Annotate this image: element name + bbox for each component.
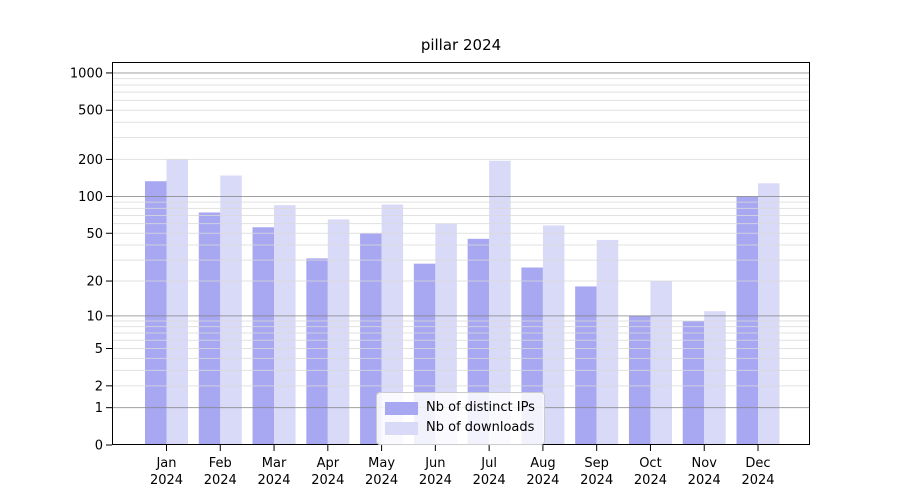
bar-dl-Dec (758, 183, 780, 446)
bar-dl-Apr (327, 219, 350, 445)
svg-text:2024: 2024 (150, 473, 183, 488)
svg-text:2024: 2024 (526, 473, 559, 488)
svg-text:2024: 2024 (365, 473, 398, 488)
chart-title: pillar 2024 (420, 36, 502, 54)
legend-swatch-distinct-ips-icon (385, 401, 418, 415)
svg-text:2024: 2024 (634, 473, 667, 488)
svg-text:2024: 2024 (311, 473, 344, 488)
svg-text:100: 100 (78, 190, 103, 205)
svg-text:Aug: Aug (530, 456, 555, 471)
legend-label-distinct-ips: Nb of distinct IPs (426, 400, 535, 415)
svg-text:1: 1 (95, 401, 103, 416)
bar-dl-Nov (704, 311, 726, 445)
bar-dl-May (381, 204, 404, 445)
bar-ips-May (360, 233, 382, 445)
bar-ips-Feb (198, 212, 221, 445)
bar-ips-Jan (145, 181, 167, 445)
bar-ips-Apr (306, 258, 328, 445)
legend-item-downloads: Nb of downloads (385, 418, 535, 438)
bar-dl-Jun (435, 223, 457, 445)
svg-text:2024: 2024 (688, 473, 721, 488)
legend-swatch-downloads-icon (385, 421, 418, 435)
bar-dl-Sep (596, 240, 619, 445)
svg-text:Sep: Sep (584, 456, 609, 471)
svg-text:10: 10 (86, 309, 103, 324)
svg-text:1000: 1000 (70, 66, 103, 81)
bar-dl-Oct (650, 281, 672, 445)
svg-text:Dec: Dec (745, 456, 770, 471)
svg-text:Jan: Jan (155, 456, 176, 471)
svg-text:200: 200 (78, 153, 103, 168)
legend-item-distinct-ips: Nb of distinct IPs (385, 398, 535, 418)
svg-text:Mar: Mar (262, 456, 287, 471)
svg-text:2024: 2024 (419, 473, 452, 488)
svg-text:2024: 2024 (204, 473, 237, 488)
svg-text:20: 20 (86, 275, 103, 290)
svg-text:Apr: Apr (317, 456, 340, 471)
bar-ips-Sep (575, 286, 597, 445)
gridlines (112, 72, 810, 409)
svg-text:0: 0 (95, 439, 103, 454)
bar-ips-Oct (628, 315, 651, 445)
bar-ips-Mar (252, 227, 275, 445)
x-axis-tick-labels: Jan 2024 Feb 2024 Mar 2024 Apr 2024 May 2024 Jun 20… (150, 445, 775, 488)
svg-text:50: 50 (86, 227, 103, 242)
svg-text:May: May (368, 456, 395, 471)
svg-text:500: 500 (78, 104, 103, 119)
chart-legend: Nb of distinct IPs Nb of downloads (376, 392, 545, 445)
legend-label-downloads: Nb of downloads (426, 420, 535, 435)
bar-dl-Mar (274, 205, 296, 445)
svg-text:Feb: Feb (209, 456, 232, 471)
svg-text:2: 2 (95, 379, 103, 394)
bar-dl-Aug (542, 225, 565, 445)
svg-text:2024: 2024 (473, 473, 506, 488)
svg-text:Oct: Oct (639, 456, 661, 471)
svg-text:Jul: Jul (480, 456, 497, 471)
svg-text:5: 5 (95, 342, 103, 357)
svg-text:2024: 2024 (741, 473, 774, 488)
svg-text:2024: 2024 (257, 473, 290, 488)
bar-ips-Nov (682, 321, 705, 445)
bars-downloads (166, 159, 780, 446)
y-axis-tick-labels: 0 1 2 5 10 20 50 100 200 500 1000 (70, 66, 112, 454)
bar-dl-Feb (220, 175, 242, 445)
svg-text:2024: 2024 (580, 473, 613, 488)
bar-dl-Jul (489, 160, 511, 445)
bar-dl-Jan (166, 159, 188, 445)
svg-text:Nov: Nov (692, 456, 718, 471)
svg-text:Jun: Jun (424, 456, 445, 471)
